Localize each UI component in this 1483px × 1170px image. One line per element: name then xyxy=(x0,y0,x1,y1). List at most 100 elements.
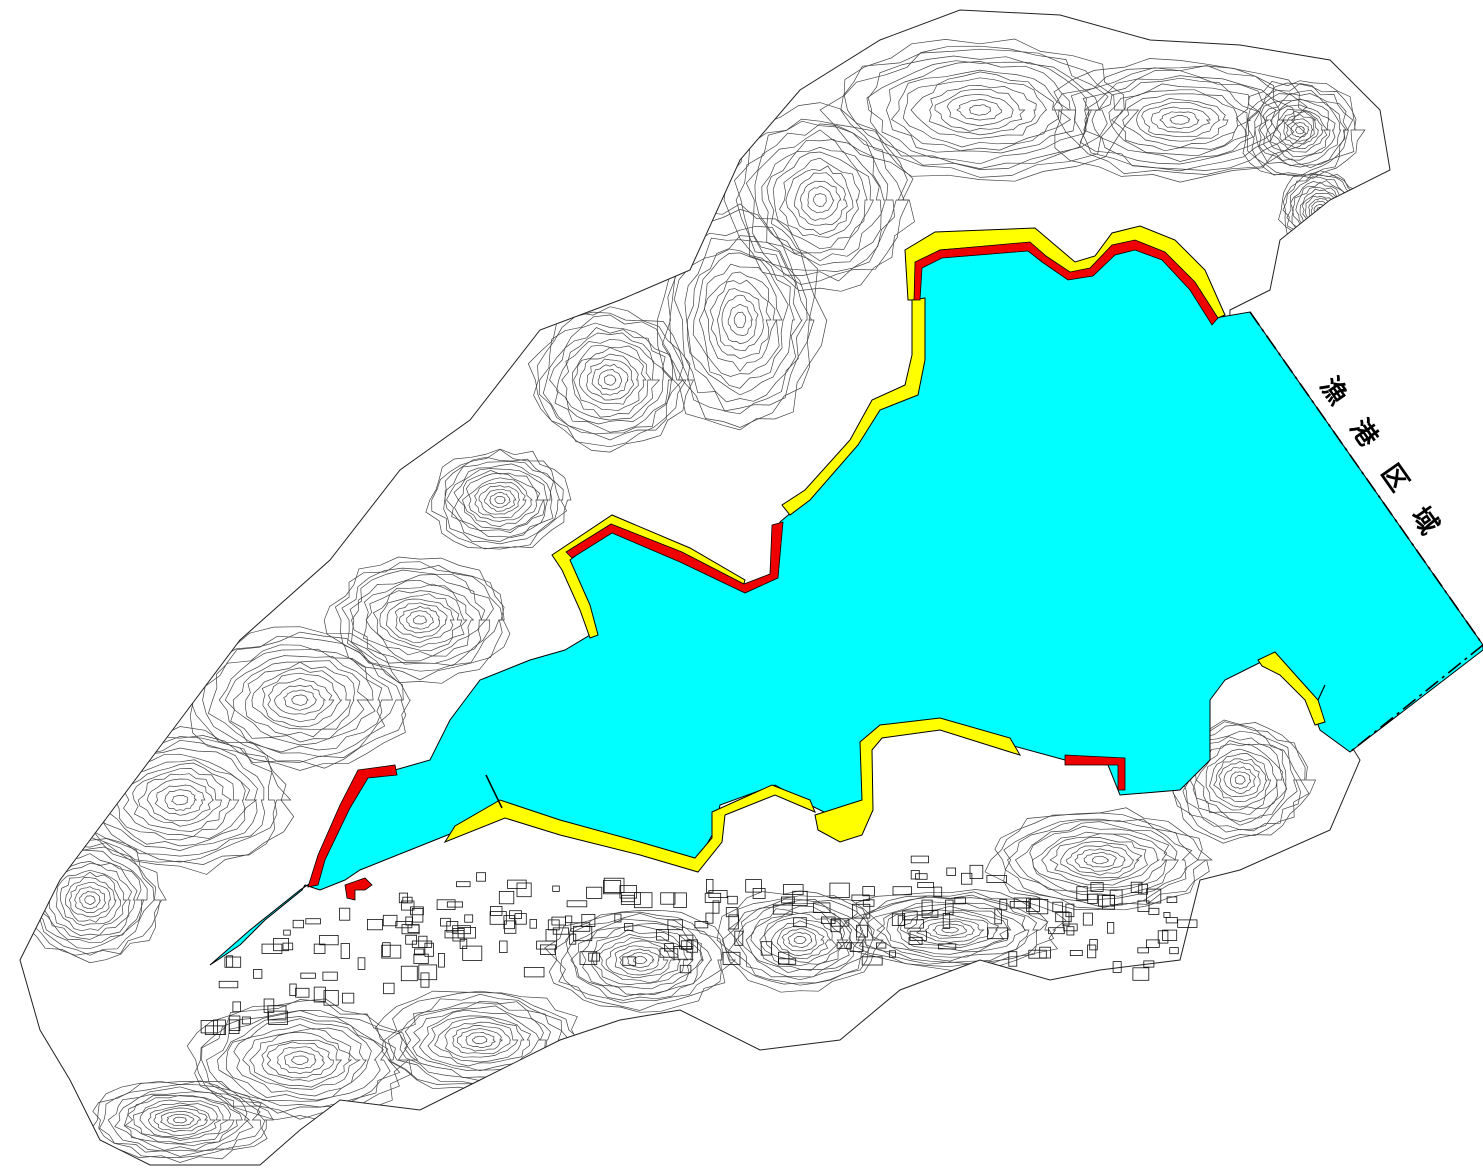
building xyxy=(620,892,641,905)
contour-line xyxy=(867,55,1100,169)
building xyxy=(552,885,560,892)
contour-line xyxy=(800,180,842,221)
building xyxy=(1146,888,1162,904)
contour-line xyxy=(766,146,875,254)
contour-line xyxy=(896,909,1010,952)
building xyxy=(339,907,351,921)
contour-line xyxy=(1283,114,1320,145)
contour-line xyxy=(614,945,669,976)
contour-line xyxy=(538,314,684,441)
building xyxy=(614,913,622,923)
contour-line xyxy=(910,77,1048,139)
contour-line xyxy=(772,151,868,250)
building xyxy=(712,900,720,914)
building xyxy=(300,972,316,979)
contour-line xyxy=(855,894,1049,965)
contour-line xyxy=(351,574,487,665)
building xyxy=(413,953,429,964)
building xyxy=(734,930,744,946)
contour-line xyxy=(444,1021,519,1058)
building xyxy=(679,964,692,974)
contour-line xyxy=(686,248,795,396)
contour-line xyxy=(1235,80,1366,179)
building xyxy=(1163,912,1171,918)
building xyxy=(342,992,355,1004)
contour-line xyxy=(124,1094,235,1144)
building xyxy=(322,971,338,981)
contour-line xyxy=(544,909,737,1013)
contour-line xyxy=(1049,837,1148,882)
building xyxy=(319,935,339,946)
building xyxy=(987,927,1008,940)
contour-line xyxy=(1136,98,1229,142)
contour-line xyxy=(137,773,222,827)
contour-line xyxy=(902,71,1060,148)
contour-line xyxy=(166,1113,195,1126)
contour-line xyxy=(1041,833,1161,886)
contour-line xyxy=(444,461,554,542)
contour-line xyxy=(1091,855,1109,865)
building xyxy=(289,983,297,996)
contour-line xyxy=(65,877,117,923)
building xyxy=(579,951,598,965)
contour-line xyxy=(446,463,551,538)
north-quay-red xyxy=(913,239,1219,326)
building xyxy=(624,923,634,931)
contour-line xyxy=(604,374,617,386)
contour-line xyxy=(218,648,383,753)
building xyxy=(405,934,417,945)
building xyxy=(706,879,714,893)
contour-line xyxy=(398,605,440,634)
building xyxy=(489,911,507,925)
building xyxy=(268,1010,288,1025)
building xyxy=(507,879,527,889)
building xyxy=(891,913,906,926)
contour-line xyxy=(561,338,661,421)
building xyxy=(437,953,445,968)
building xyxy=(680,940,692,950)
contour-line xyxy=(412,615,428,625)
building xyxy=(357,957,366,970)
building xyxy=(476,872,487,882)
building xyxy=(969,864,984,879)
building xyxy=(499,940,508,954)
contour-line xyxy=(527,306,695,453)
building xyxy=(446,901,463,908)
south-quay-yellow-1 xyxy=(443,784,816,873)
contour-line xyxy=(147,1105,216,1136)
contour-line xyxy=(457,1028,504,1052)
building xyxy=(634,892,653,909)
building xyxy=(253,969,263,979)
building xyxy=(760,941,773,956)
contour-line xyxy=(365,583,475,657)
contour-line xyxy=(276,1046,325,1075)
building xyxy=(498,891,515,905)
building xyxy=(725,907,738,918)
contour-line xyxy=(261,672,343,728)
building xyxy=(503,915,515,930)
contour-line xyxy=(484,488,517,512)
building xyxy=(1069,950,1083,957)
contour-line xyxy=(472,1035,488,1045)
building xyxy=(401,900,415,911)
building xyxy=(413,948,425,956)
contour-line xyxy=(1246,83,1354,177)
building xyxy=(783,884,804,895)
contour-line xyxy=(372,590,468,652)
contour-line xyxy=(592,933,689,985)
contour-line xyxy=(1110,89,1251,152)
building xyxy=(232,1001,241,1013)
building xyxy=(821,916,836,924)
northwest-quay-yellow xyxy=(781,297,926,516)
contour-line xyxy=(1209,753,1272,808)
building xyxy=(1165,917,1178,924)
building xyxy=(282,942,294,951)
building xyxy=(565,915,573,924)
building xyxy=(659,948,679,958)
contour-line xyxy=(1108,83,1260,157)
building xyxy=(295,987,310,998)
building xyxy=(915,873,928,880)
building xyxy=(728,914,739,930)
contour-line xyxy=(1277,110,1324,149)
contour-line xyxy=(123,762,240,837)
